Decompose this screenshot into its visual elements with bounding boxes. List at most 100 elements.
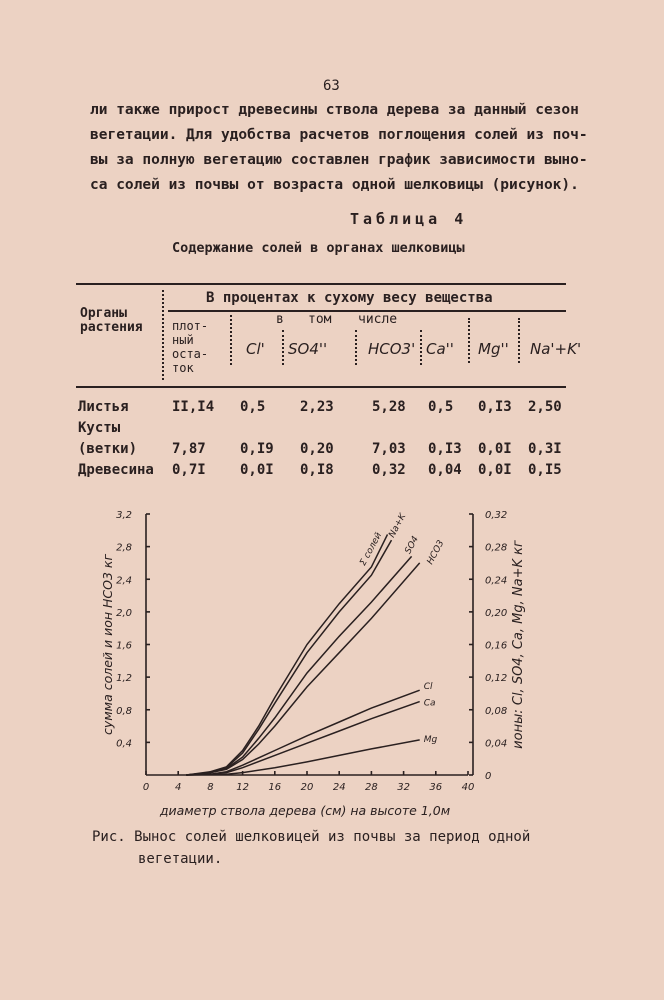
y-tick-label: 0,8 (116, 706, 132, 717)
x-tick-label: 8 (207, 782, 213, 793)
y-axis-label: сумма солей и ион HCO3 кг (100, 554, 115, 736)
y-tick-label: 2,0 (116, 608, 132, 619)
y-tick-label: 3,2 (116, 510, 132, 521)
column-divider (282, 330, 284, 365)
y2-tick-label: 0,20 (485, 608, 507, 619)
row-label: (ветки) (78, 441, 138, 457)
column-divider (230, 315, 232, 365)
column-header: Na'+K' (530, 340, 582, 358)
x-tick-label: 4 (175, 782, 181, 793)
series-label: Ca (424, 699, 436, 709)
text-line: вегетации. Для удобства расчетов поглоще… (90, 127, 588, 143)
column-divider (355, 330, 357, 365)
figure-caption: Рис. Вынос солей шелковицей из почвы за … (92, 826, 562, 870)
series-line (186, 739, 420, 776)
column-header: Ca'' (426, 340, 454, 358)
table-cell: 5,28 (372, 399, 406, 415)
column-group-header: В процентах к сухому весу вещества (206, 290, 493, 306)
y2-tick-label: 0,12 (485, 673, 507, 684)
table-cell: 0,I3 (428, 441, 462, 457)
series-label: Na+K (387, 511, 408, 539)
salt-uptake-chart: 0 4 8 12 16 20 24 28 32 36 40 0,4 0,8 1,2 1,6 2,0 2,4 2,8… (100, 510, 526, 818)
table-cell: 0,5 (428, 399, 454, 415)
y2-tick-label: 0,28 (485, 543, 507, 554)
series-line (186, 539, 393, 776)
series-line (186, 534, 389, 776)
sub-group-word: том (308, 312, 332, 327)
column-divider (162, 290, 164, 380)
table-cell: 0,32 (372, 462, 406, 478)
sub-group-word: числе (358, 312, 398, 327)
table-cell: 0,I5 (528, 462, 562, 478)
body-paragraph: ли также прирост древесины ствола дерева… (90, 98, 590, 198)
table-cell: II,I4 (172, 399, 215, 415)
y2-tick-label: 0,08 (485, 706, 507, 717)
series-line (186, 700, 420, 776)
text-line: ли также прирост древесины ствола дерева… (90, 102, 579, 118)
y2-tick-label: 0,24 (485, 575, 507, 586)
column-divider (518, 318, 520, 363)
table-cell: 0,0I (478, 441, 512, 457)
column-header: Mg'' (478, 340, 509, 358)
y-tick-label: 1,6 (116, 641, 132, 652)
column-header: SO4'' (288, 340, 328, 358)
row-label: Листья (78, 399, 129, 415)
table-cell: 0,3I (528, 441, 562, 457)
table-cell: 0,20 (300, 441, 334, 457)
text-line: са солей из почвы от возраста одной шелк… (90, 177, 579, 193)
table-cell: 0,I3 (478, 399, 512, 415)
x-axis-label: диаметр ствола дерева (см) на высоте 1,0… (159, 803, 450, 818)
x-tick-label: 32 (397, 782, 410, 793)
y2-tick-label: 0,32 (485, 510, 507, 521)
row-label: Кусты (78, 420, 121, 436)
y2-tick-label: 0 (485, 771, 491, 782)
table-rule (76, 283, 566, 285)
series-label: Cl (424, 682, 433, 692)
table-cell: 7,87 (172, 441, 206, 457)
x-tick-label: 20 (301, 782, 314, 793)
page-number: 63 (323, 78, 340, 94)
y2-tick-label: 0,04 (485, 738, 507, 749)
caption-line: вегетации. (138, 851, 223, 867)
x-tick-label: 36 (429, 782, 442, 793)
y-tick-label: 2,4 (116, 575, 132, 586)
column-header: плот- ный оста- ток (172, 319, 209, 375)
x-tick-label: 40 (462, 782, 475, 793)
column-header: Cl' (246, 340, 265, 358)
table-title: Содержание солей в органах шелковицы (172, 240, 465, 256)
table-cell: 0,0I (240, 462, 274, 478)
table-rule (76, 386, 566, 388)
row-label: Древесина (78, 462, 154, 478)
y2-axis-label: ионы: Cl, SO4, Ca, Mg, Na+K кг (511, 540, 526, 749)
table-cell: 0,5 (240, 399, 266, 415)
table-cell: 0,I9 (240, 441, 274, 457)
table-cell: 2,50 (528, 399, 562, 415)
y-tick-label: 0,4 (116, 738, 132, 749)
series-label: SO4 (403, 535, 421, 556)
table-cell: 7,03 (372, 441, 406, 457)
row-header-line: растения (80, 320, 143, 335)
table-cell: 0,7I (172, 462, 206, 478)
x-tick-label: 16 (268, 782, 281, 793)
row-header: Органы растения (80, 307, 143, 335)
x-tick-label: 12 (236, 782, 249, 793)
series-line (186, 562, 421, 776)
y2-tick-label: 0,16 (485, 641, 507, 652)
x-tick-label: 28 (365, 782, 378, 793)
x-tick-label: 24 (333, 782, 346, 793)
caption-line: Рис. Вынос солей шелковицей из почвы за … (92, 829, 531, 845)
column-divider (420, 330, 422, 365)
x-tick-label: 0 (143, 782, 149, 793)
series-label: Mg (424, 735, 438, 745)
table-cell: 0,0I (478, 462, 512, 478)
row-header-line: Органы (80, 306, 127, 321)
column-divider (468, 318, 470, 363)
table-cell: 0,04 (428, 462, 462, 478)
table-caption: Таблица 4 (350, 210, 468, 228)
y-tick-label: 1,2 (116, 673, 132, 684)
sub-group-word: в (276, 312, 284, 327)
series-label: HCO3 (426, 539, 447, 567)
y-tick-label: 2,8 (116, 543, 132, 554)
table-rule (168, 310, 566, 312)
